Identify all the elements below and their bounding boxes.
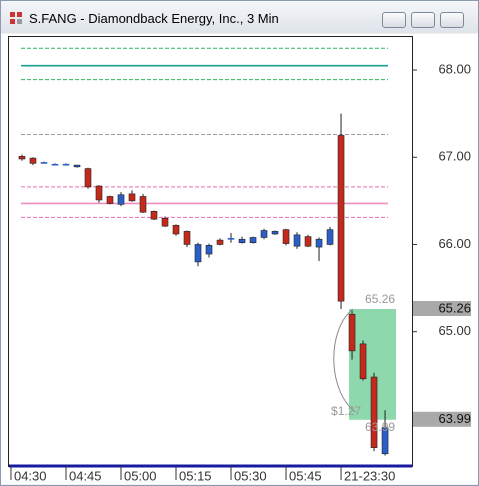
range-label: $1.27 — [331, 404, 361, 418]
candle-body — [73, 164, 81, 168]
candle-body — [117, 194, 125, 205]
close-button[interactable] — [440, 12, 464, 28]
price-marker-label: 65.26 — [438, 300, 471, 315]
candle-body — [62, 163, 70, 166]
candle-body — [315, 238, 323, 248]
candle-body — [227, 238, 235, 240]
candle-body — [205, 245, 213, 255]
x-tick-label: 05:15 — [179, 468, 212, 483]
x-tick-label: 21-23:30 — [344, 468, 395, 483]
candle-body — [150, 211, 158, 220]
candle-body — [271, 231, 279, 235]
candle-body — [40, 162, 48, 164]
candle-body — [359, 343, 367, 380]
x-tick-label: 05:45 — [289, 468, 322, 483]
y-tick-label: 67.00 — [438, 149, 471, 164]
price-marker-box — [413, 301, 471, 317]
candle-body — [249, 237, 257, 244]
candle-body — [370, 376, 378, 448]
x-tick-label: 04:30 — [14, 468, 47, 483]
candle-body — [194, 244, 202, 263]
app-icon — [10, 12, 22, 24]
high-annotation: 65.26 — [365, 292, 395, 306]
y-tick-label: 65.00 — [438, 323, 471, 338]
candle-body — [29, 157, 37, 164]
chart: 65.00 66.00 67.00 68.00 04:30 04:45 05:00 05:15… — [1, 34, 478, 484]
candle-body — [172, 224, 180, 235]
candle-body — [161, 217, 169, 227]
price-marker-box — [413, 411, 471, 427]
candle-body — [381, 427, 389, 455]
title-bar: S.FANG - Diamondback Energy, Inc., 3 Min — [1, 1, 478, 33]
x-tick-label: 05:00 — [124, 468, 157, 483]
candle-body — [348, 313, 356, 352]
y-tick-label: 68.00 — [438, 61, 471, 76]
minimize-button[interactable] — [382, 12, 406, 28]
candle-body — [304, 236, 312, 247]
candle-body — [106, 196, 114, 204]
window-title: S.FANG - Diamondback Energy, Inc., 3 Min — [29, 11, 279, 26]
candle-body — [84, 168, 92, 188]
candle-body — [326, 229, 334, 245]
price-marker-label: 63.99 — [438, 411, 471, 426]
y-tick-label: 66.00 — [438, 236, 471, 251]
candle-body — [183, 231, 191, 245]
candle-body — [282, 229, 290, 244]
candle-body — [139, 196, 147, 213]
candle-body — [293, 234, 301, 247]
candle-body — [260, 230, 268, 238]
x-tick-label: 05:30 — [234, 468, 267, 483]
candle-body — [18, 156, 26, 160]
x-tick-label: 04:45 — [69, 468, 102, 483]
candle-body — [216, 239, 224, 245]
candle-body — [337, 135, 345, 302]
maximize-button[interactable] — [411, 12, 435, 28]
range-arc — [333, 308, 356, 413]
low-annotation: 63.99 — [365, 420, 395, 434]
candle-body — [51, 163, 59, 166]
candle-body — [238, 238, 246, 244]
candle-body — [95, 185, 103, 201]
candle-body — [128, 193, 136, 202]
